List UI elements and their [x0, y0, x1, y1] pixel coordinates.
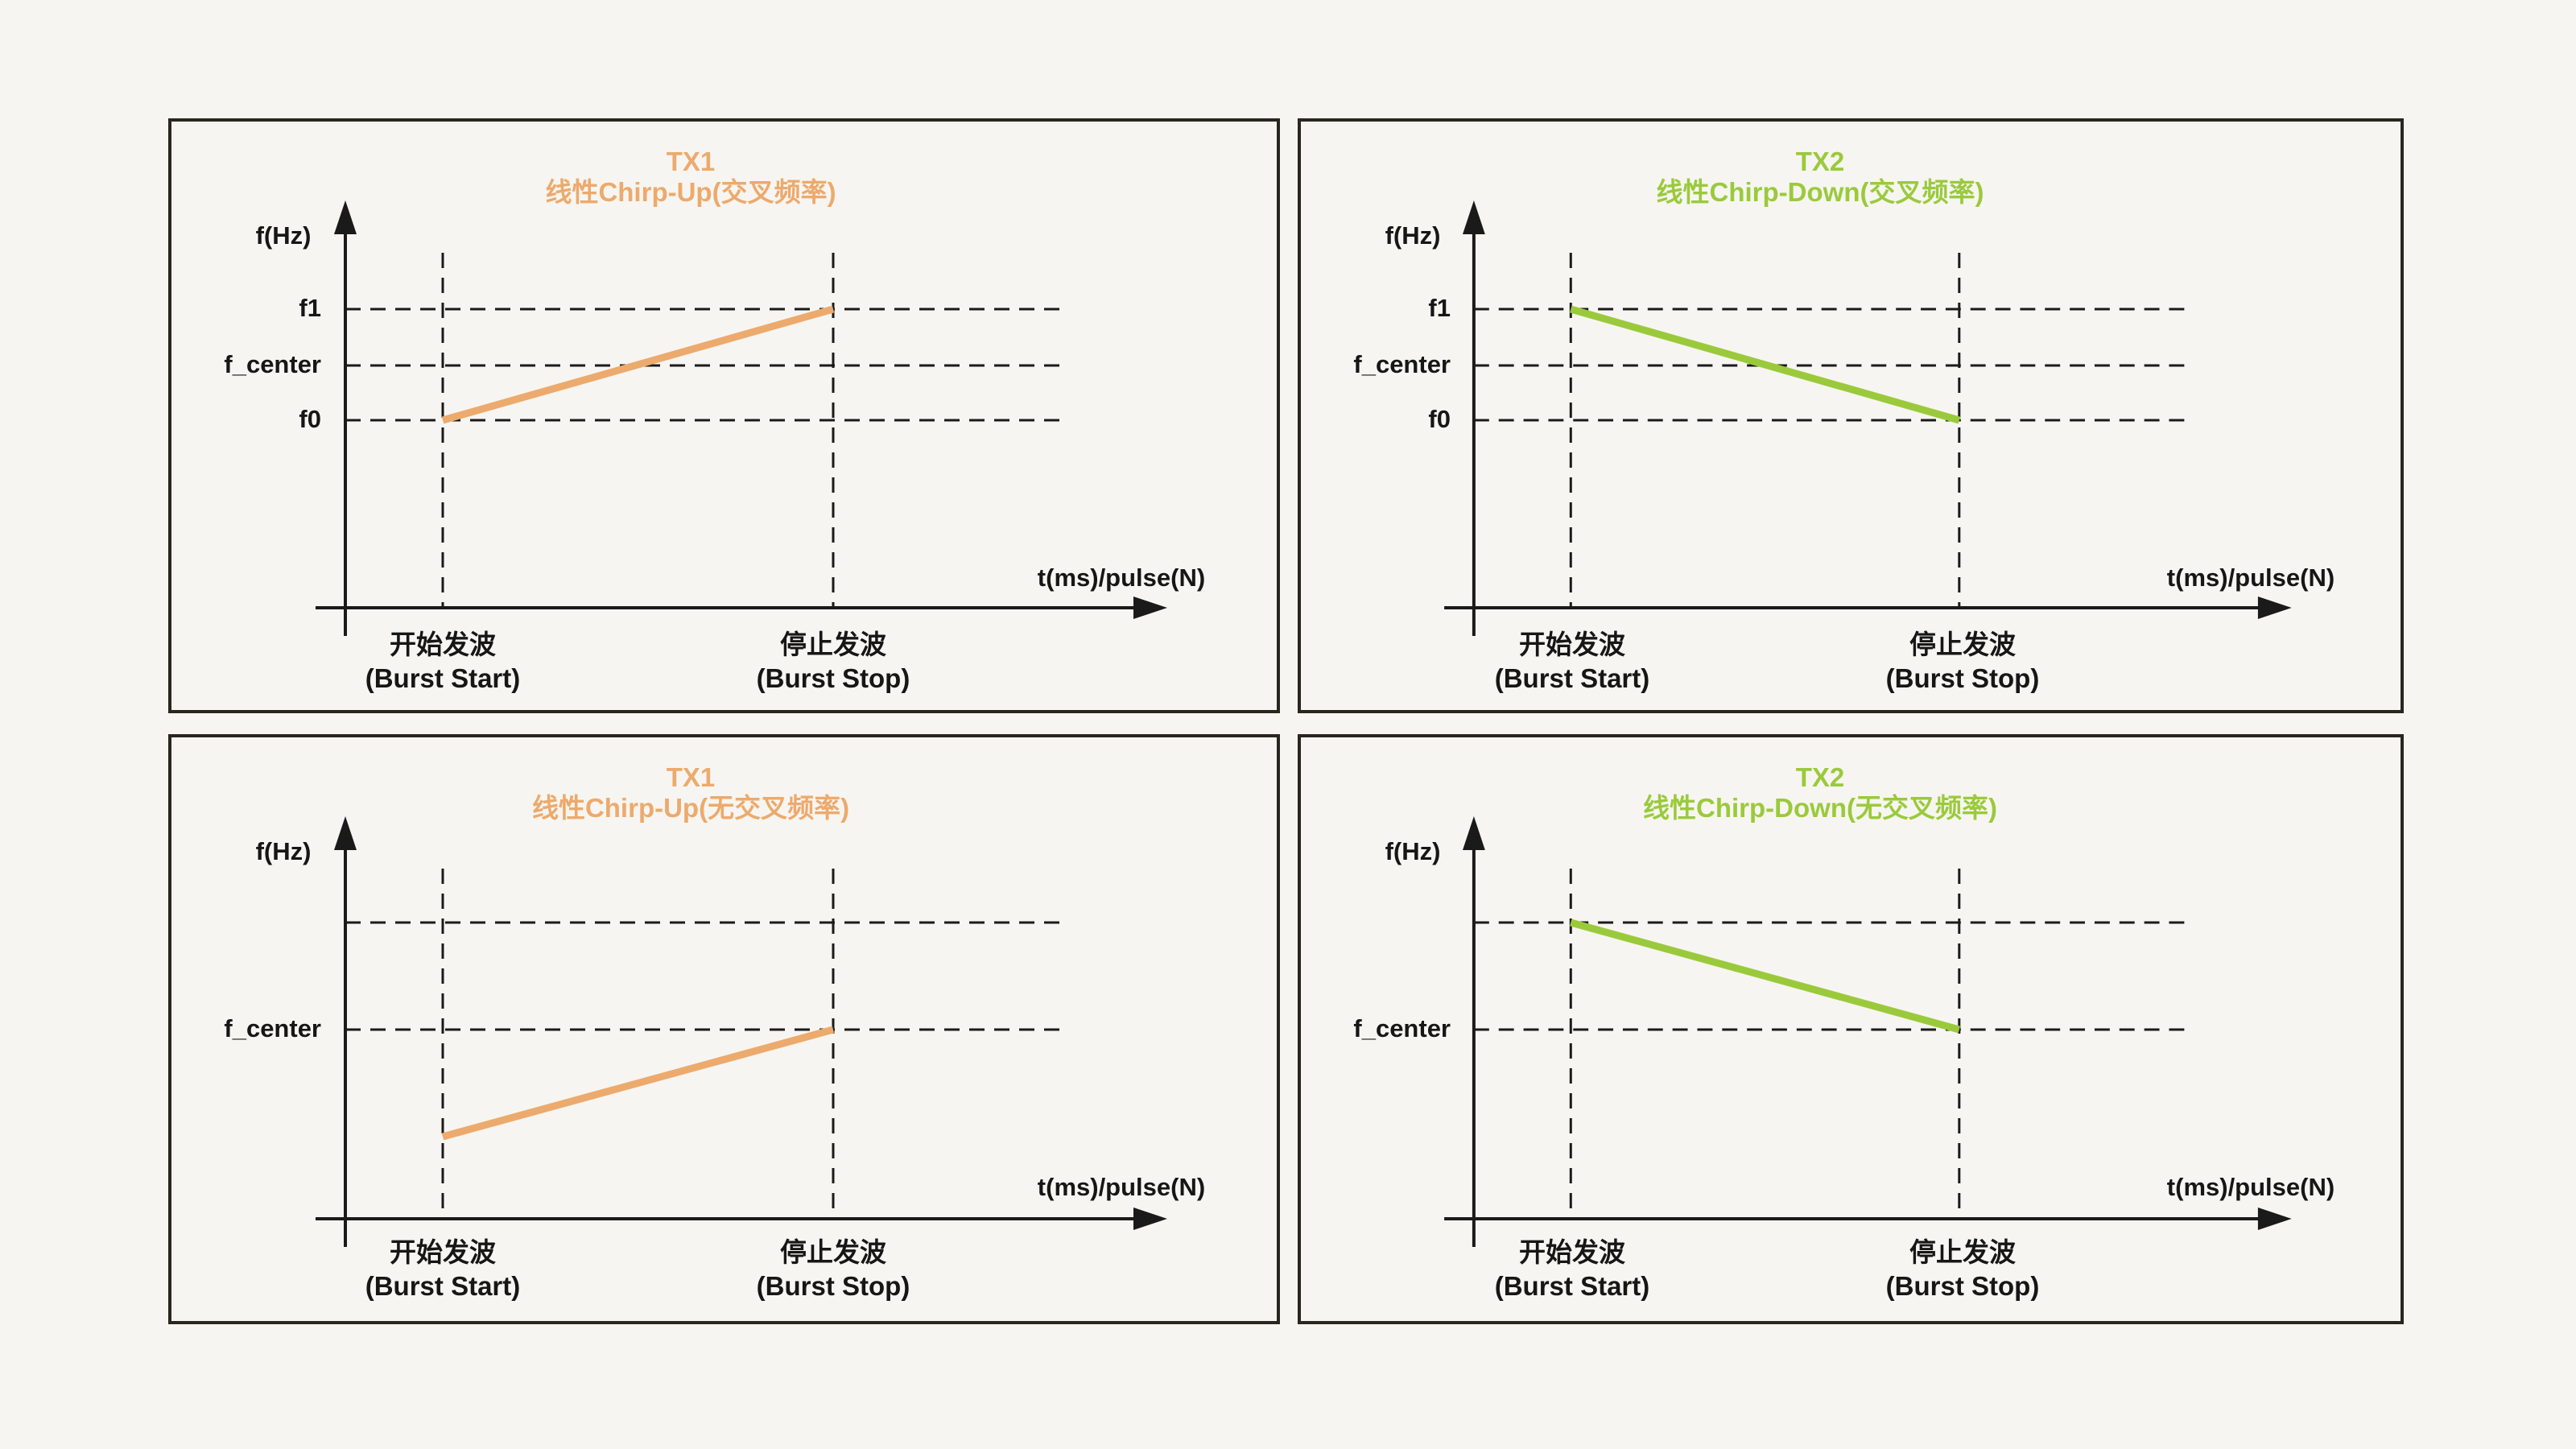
- burst-stop-label: 停止发波 (Burst Stop): [656, 1236, 1010, 1303]
- burst-stop-label: 停止发波 (Burst Stop): [1785, 1236, 2140, 1303]
- y-axis-label: f(Hz): [255, 837, 312, 865]
- y-axis-label: f(Hz): [255, 221, 312, 250]
- panel-title: TX1 线性Chirp-Up(交叉频率): [369, 147, 1013, 208]
- tick-label-f-center: f_center: [224, 1014, 321, 1042]
- panel-title-desc: 线性Chirp-Down(交叉频率): [1656, 177, 1984, 207]
- panel-tx2-chirp-down-noncrossing: TX2 线性Chirp-Down(无交叉频率) f(Hz) f_center t…: [1298, 734, 2404, 1324]
- x-axis-arrowhead-icon: [1133, 597, 1167, 619]
- burst-stop-en: (Burst Stop): [756, 1271, 910, 1301]
- panel-title-tx: TX2: [1795, 147, 1845, 176]
- chirp-down-line: [1570, 919, 1960, 1034]
- y-axis-arrowhead-icon: [334, 816, 357, 850]
- plot-tx1-noncrossing: [316, 816, 1167, 1247]
- plot-tx2-noncrossing: [1444, 816, 2292, 1247]
- burst-stop-en: (Burst Stop): [756, 663, 910, 693]
- tick-label-f-center: f_center: [224, 350, 321, 378]
- burst-start-label: 开始发波 (Burst Start): [1395, 1236, 1749, 1303]
- tick-label-f0: f0: [1428, 405, 1451, 433]
- panel-title-desc: 线性Chirp-Down(无交叉频率): [1643, 793, 1997, 823]
- burst-start-en: (Burst Start): [365, 1271, 521, 1301]
- burst-stop-cn: 停止发波: [780, 1237, 886, 1267]
- burst-start-label: 开始发波 (Burst Start): [266, 1236, 620, 1303]
- x-axis-arrowhead-icon: [2257, 1208, 2292, 1230]
- panel-title-tx: TX1: [666, 147, 716, 176]
- tick-label-f1: f1: [1428, 294, 1451, 322]
- y-axis-arrowhead-icon: [1462, 200, 1485, 234]
- burst-stop-cn: 停止发波: [1909, 630, 2016, 659]
- chirp-up-line: [441, 305, 835, 424]
- y-axis-arrowhead-icon: [334, 200, 357, 234]
- panel-title-desc: 线性Chirp-Up(无交叉频率): [531, 793, 850, 823]
- chirp-up-line: [441, 1026, 835, 1141]
- burst-start-en: (Burst Start): [1494, 1271, 1650, 1301]
- panel-tx2-chirp-down-crossing: TX2 线性Chirp-Down(交叉频率) f(Hz) f1 f_center…: [1298, 118, 2404, 713]
- tick-label-f0: f0: [299, 405, 321, 433]
- plot-tx2-crossing: [1444, 200, 2292, 636]
- y-axis-label: f(Hz): [1385, 837, 1441, 865]
- burst-start-en: (Burst Start): [365, 663, 521, 693]
- burst-start-cn: 开始发波: [390, 630, 496, 659]
- x-axis-label: t(ms)/pulse(N): [1037, 564, 1206, 592]
- burst-stop-en: (Burst Stop): [1885, 1271, 2040, 1301]
- burst-start-cn: 开始发波: [1519, 1237, 1625, 1267]
- panel-tx1-chirp-up-noncrossing: TX1 线性Chirp-Up(无交叉频率) f(Hz) f_center t(m…: [168, 734, 1280, 1324]
- panel-title: TX1 线性Chirp-Up(无交叉频率): [369, 762, 1013, 824]
- y-axis-arrowhead-icon: [1462, 816, 1485, 850]
- burst-stop-en: (Burst Stop): [1885, 663, 2040, 693]
- panel-title: TX2 线性Chirp-Down(无交叉频率): [1498, 762, 2142, 824]
- panel-tx1-chirp-up-crossing: TX1 线性Chirp-Up(交叉频率) f(Hz) f1 f_center f…: [168, 118, 1280, 713]
- panel-title: TX2 线性Chirp-Down(交叉频率): [1498, 147, 2142, 208]
- burst-stop-label: 停止发波 (Burst Stop): [1785, 628, 2140, 696]
- burst-start-cn: 开始发波: [390, 1237, 496, 1267]
- burst-stop-cn: 停止发波: [780, 630, 886, 659]
- burst-start-label: 开始发波 (Burst Start): [266, 628, 620, 696]
- burst-start-en: (Burst Start): [1494, 663, 1650, 693]
- x-axis-label: t(ms)/pulse(N): [2166, 564, 2335, 592]
- plot-tx1-crossing: [316, 200, 1167, 636]
- x-axis-label: t(ms)/pulse(N): [2166, 1173, 2335, 1201]
- x-axis-arrowhead-icon: [1133, 1208, 1167, 1230]
- chirp-down-line: [1570, 305, 1961, 424]
- burst-start-cn: 开始发波: [1519, 630, 1625, 659]
- panel-title-desc: 线性Chirp-Up(交叉频率): [545, 177, 836, 207]
- tick-label-f-center: f_center: [1353, 350, 1451, 378]
- burst-start-label: 开始发波 (Burst Start): [1395, 628, 1749, 696]
- tick-label-f-center: f_center: [1353, 1014, 1451, 1042]
- panel-title-tx: TX1: [666, 762, 716, 792]
- tick-label-f1: f1: [299, 294, 321, 322]
- burst-stop-label: 停止发波 (Burst Stop): [656, 628, 1010, 696]
- y-axis-label: f(Hz): [1385, 221, 1441, 250]
- burst-stop-cn: 停止发波: [1909, 1237, 2016, 1267]
- x-axis-arrowhead-icon: [2257, 597, 2292, 619]
- x-axis-label: t(ms)/pulse(N): [1037, 1173, 1206, 1201]
- panel-title-tx: TX2: [1795, 762, 1845, 792]
